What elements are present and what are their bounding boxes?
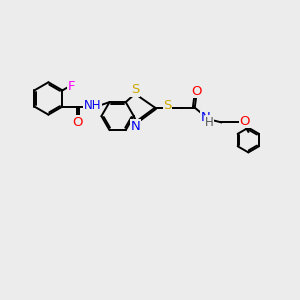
Text: N: N — [201, 112, 211, 124]
Text: O: O — [72, 116, 83, 129]
Text: NH: NH — [84, 99, 101, 112]
Text: S: S — [163, 99, 172, 112]
Text: S: S — [131, 83, 139, 96]
Text: O: O — [240, 115, 250, 128]
Text: H: H — [205, 116, 214, 129]
Text: N: N — [131, 120, 141, 133]
Text: F: F — [67, 80, 75, 93]
Text: O: O — [191, 85, 202, 98]
